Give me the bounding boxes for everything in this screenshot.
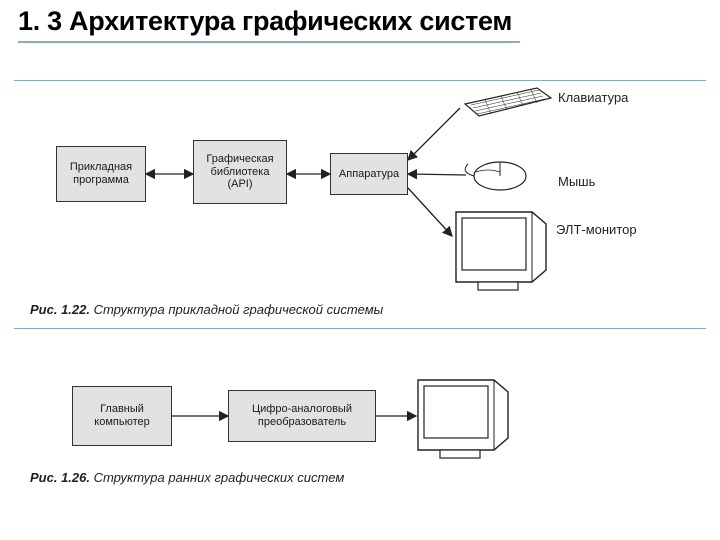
rule-top xyxy=(14,80,706,81)
block-dac-label: Цифро-аналоговыйпреобразователь xyxy=(252,403,352,428)
block-app-label: Прикладнаяпрограмма xyxy=(70,161,132,186)
caption-fig1-body: Структура прикладной графической системы xyxy=(94,302,384,317)
edge-hw-crt xyxy=(408,188,452,236)
block-hw: Аппаратура xyxy=(330,153,408,195)
block-dac: Цифро-аналоговыйпреобразователь xyxy=(228,390,376,442)
crt2-icon xyxy=(418,380,508,458)
keyboard-icon xyxy=(465,88,551,116)
block-api-label: Графическаябиблиотека(API) xyxy=(206,153,273,191)
label-crt: ЭЛТ-монитор xyxy=(556,222,637,237)
caption-fig2-prefix: Рис. 1.26. xyxy=(30,470,90,485)
block-api: Графическаябиблиотека(API) xyxy=(193,140,287,204)
rule-middle xyxy=(14,328,706,329)
block-host: Главныйкомпьютер xyxy=(72,386,172,446)
crt-icon xyxy=(456,212,546,290)
block-app: Прикладнаяпрограмма xyxy=(56,146,146,202)
edge-mouse-hw xyxy=(408,174,466,175)
page-title: 1. 3 Архитектура графических систем xyxy=(18,6,520,43)
caption-fig1-prefix: Рис. 1.22. xyxy=(30,302,90,317)
caption-fig2-body: Структура ранних графических систем xyxy=(94,470,345,485)
label-crt2: ЭЛТ xyxy=(440,400,463,414)
caption-fig1: Рис. 1.22. Структура прикладной графичес… xyxy=(30,302,383,317)
label-mouse: Мышь xyxy=(558,174,595,189)
block-host-label: Главныйкомпьютер xyxy=(94,403,149,428)
block-hw-label: Аппаратура xyxy=(339,168,399,181)
diagram-svg xyxy=(0,0,720,540)
caption-fig2: Рис. 1.26. Структура ранних графических … xyxy=(30,470,344,485)
label-keyboard: Клавиатура xyxy=(558,90,628,105)
mouse-icon xyxy=(465,162,526,190)
edge-kbd-hw xyxy=(408,108,460,160)
page: 1. 3 Архитектура графических систем Прик… xyxy=(0,0,720,540)
